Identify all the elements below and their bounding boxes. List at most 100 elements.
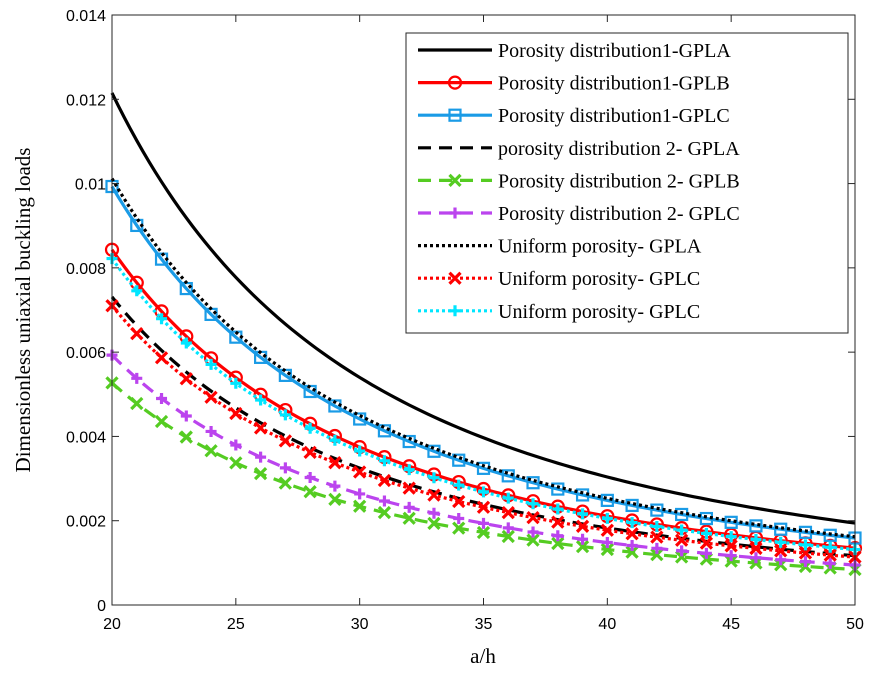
y-tick-label: 0.006 xyxy=(66,345,106,362)
data-point xyxy=(625,545,639,559)
data-point xyxy=(651,542,663,554)
data-point xyxy=(353,465,367,479)
x-tick-label: 25 xyxy=(227,616,245,633)
legend-entry: Porosity distribution1-GPLC xyxy=(418,105,730,127)
data-point xyxy=(303,445,317,459)
data-point xyxy=(799,539,811,551)
data-point xyxy=(253,421,268,435)
data-point xyxy=(448,108,462,122)
data-point xyxy=(278,434,292,448)
legend-label: Porosity distribution1-GPLA xyxy=(498,40,731,62)
series-layer xyxy=(104,92,863,577)
data-point xyxy=(774,544,788,558)
data-point xyxy=(750,552,762,564)
data-point xyxy=(527,526,539,538)
data-point xyxy=(279,462,291,474)
data-point xyxy=(725,550,737,562)
legend-label: porosity distribution 2- GPLA xyxy=(498,138,740,160)
legend-label: Uniform porosity- GPLC xyxy=(498,301,700,323)
data-point xyxy=(626,517,638,529)
legend-label: Uniform porosity- GPLC xyxy=(498,268,700,290)
data-point xyxy=(577,508,589,520)
data-point xyxy=(353,499,367,513)
x-tick-label: 35 xyxy=(475,616,493,633)
data-point xyxy=(130,396,144,411)
data-point xyxy=(304,422,316,434)
data-point xyxy=(204,390,218,404)
data-point xyxy=(699,552,714,566)
data-point xyxy=(799,556,811,568)
y-axis-title: Dimensionless uniaxial buckling loads xyxy=(11,148,35,473)
x-tick-label: 45 xyxy=(722,616,740,633)
data-point xyxy=(304,471,316,483)
data-point xyxy=(676,524,688,536)
data-point xyxy=(725,531,737,543)
legend-label: Uniform porosity- GPLA xyxy=(498,236,702,258)
data-point xyxy=(478,517,489,529)
x-tick-label: 50 xyxy=(846,616,864,633)
data-point xyxy=(156,313,168,325)
data-point xyxy=(675,533,689,547)
y-tick-label: 0.004 xyxy=(66,429,106,446)
data-point xyxy=(526,533,540,547)
data-point xyxy=(775,554,787,566)
legend-entry: Uniform porosity- GPLC xyxy=(418,268,700,290)
data-point xyxy=(453,479,465,491)
data-point xyxy=(551,515,565,529)
data-point xyxy=(774,522,788,536)
legend-label: Porosity distribution 2- GPLC xyxy=(498,203,740,225)
data-point xyxy=(180,410,192,422)
data-point xyxy=(229,456,243,470)
data-point xyxy=(798,546,813,560)
data-point xyxy=(229,406,243,421)
data-point xyxy=(501,506,515,520)
data-point xyxy=(650,503,664,517)
data-point xyxy=(328,492,342,506)
data-point xyxy=(527,498,539,510)
data-point xyxy=(131,285,143,297)
data-point xyxy=(501,469,515,483)
x-tick-label: 30 xyxy=(351,616,369,633)
data-point xyxy=(402,481,416,495)
data-point xyxy=(403,464,415,476)
series-5 xyxy=(105,376,862,577)
data-point xyxy=(625,498,639,513)
data-point xyxy=(428,507,440,519)
legend-entry: Porosity distribution1-GPLA xyxy=(418,40,731,62)
data-point xyxy=(750,534,762,546)
data-point xyxy=(651,520,663,532)
data-point xyxy=(526,510,540,525)
data-point xyxy=(452,521,466,535)
data-point xyxy=(156,392,168,404)
data-point xyxy=(402,511,416,525)
data-point xyxy=(354,488,366,500)
data-point xyxy=(377,473,392,488)
data-point xyxy=(205,425,217,437)
data-point xyxy=(278,476,292,490)
data-point xyxy=(328,456,342,470)
data-point xyxy=(601,512,613,524)
x-axis-title: a/h xyxy=(470,644,496,668)
data-point xyxy=(601,537,613,549)
data-point xyxy=(255,451,267,463)
data-point xyxy=(600,523,614,537)
data-point xyxy=(427,488,441,502)
data-point xyxy=(626,540,638,552)
legend-label: Porosity distribution 2- GPLB xyxy=(498,170,740,192)
legend-label: Porosity distribution1-GPLB xyxy=(498,73,730,95)
data-point xyxy=(179,430,193,444)
data-point xyxy=(378,495,390,507)
data-point xyxy=(329,434,341,446)
data-point xyxy=(329,480,341,492)
series-1 xyxy=(110,92,856,525)
data-point xyxy=(377,424,392,438)
data-point xyxy=(154,351,169,365)
tick-layer: 20 25 30 35 40 45 50 0 0.002 0.004 0.006 0.008 0.01 0… xyxy=(66,8,864,633)
data-point xyxy=(377,505,392,520)
legend-entry: Porosity distribution 2- GPLC xyxy=(418,203,740,225)
data-point xyxy=(452,494,466,509)
data-point xyxy=(476,525,491,540)
data-point xyxy=(501,529,515,544)
data-point xyxy=(775,536,787,548)
data-point xyxy=(551,536,565,551)
